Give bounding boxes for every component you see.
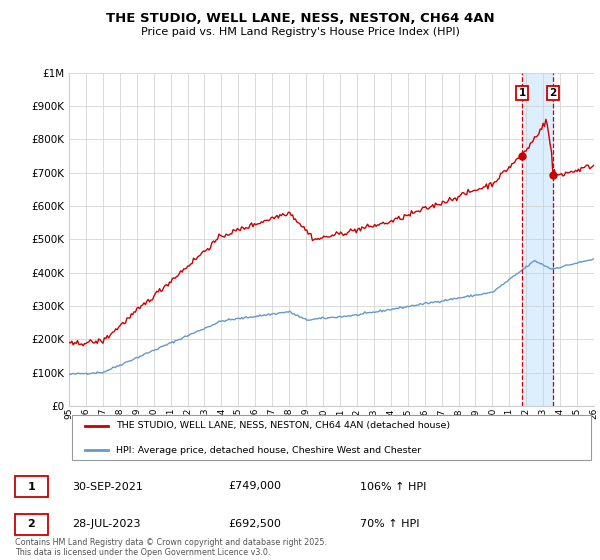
FancyBboxPatch shape: [71, 415, 592, 460]
Text: 2: 2: [28, 519, 35, 529]
Text: Contains HM Land Registry data © Crown copyright and database right 2025.
This d: Contains HM Land Registry data © Crown c…: [15, 538, 327, 557]
Text: £749,000: £749,000: [228, 482, 281, 492]
Text: THE STUDIO, WELL LANE, NESS, NESTON, CH64 4AN: THE STUDIO, WELL LANE, NESS, NESTON, CH6…: [106, 12, 494, 25]
Text: 28-JUL-2023: 28-JUL-2023: [72, 519, 140, 529]
Text: 1: 1: [518, 88, 526, 98]
FancyBboxPatch shape: [15, 514, 48, 535]
FancyBboxPatch shape: [15, 476, 48, 497]
Text: 106% ↑ HPI: 106% ↑ HPI: [360, 482, 427, 492]
Text: THE STUDIO, WELL LANE, NESS, NESTON, CH64 4AN (detached house): THE STUDIO, WELL LANE, NESS, NESTON, CH6…: [116, 421, 451, 430]
Text: 30-SEP-2021: 30-SEP-2021: [72, 482, 143, 492]
Text: HPI: Average price, detached house, Cheshire West and Chester: HPI: Average price, detached house, Ches…: [116, 446, 421, 455]
Text: 2: 2: [550, 88, 557, 98]
Text: 70% ↑ HPI: 70% ↑ HPI: [360, 519, 419, 529]
Text: 1: 1: [28, 482, 35, 492]
Bar: [522, 73, 553, 406]
Text: £692,500: £692,500: [228, 519, 281, 529]
Text: Price paid vs. HM Land Registry's House Price Index (HPI): Price paid vs. HM Land Registry's House …: [140, 27, 460, 37]
